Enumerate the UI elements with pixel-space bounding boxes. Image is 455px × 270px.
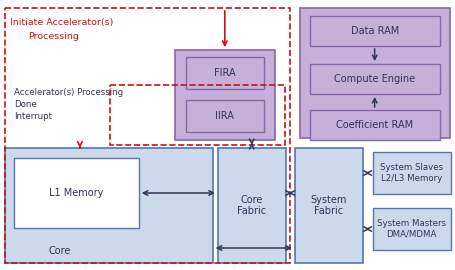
Text: Compute Engine: Compute Engine xyxy=(334,74,415,84)
Bar xyxy=(14,158,139,228)
Bar xyxy=(294,148,362,263)
Bar xyxy=(110,85,284,145)
Bar xyxy=(217,148,285,263)
Bar xyxy=(5,8,289,263)
Text: System Masters
DMA/MDMA: System Masters DMA/MDMA xyxy=(376,219,445,239)
Text: Core
Fabric: Core Fabric xyxy=(237,195,266,216)
Text: Processing: Processing xyxy=(28,32,79,41)
Text: Interrupt: Interrupt xyxy=(14,112,52,121)
Text: Data RAM: Data RAM xyxy=(350,26,398,36)
Bar xyxy=(174,50,274,140)
Text: Core: Core xyxy=(49,246,71,256)
Text: System Slaves
L2/L3 Memory: System Slaves L2/L3 Memory xyxy=(379,163,442,183)
Text: Accelerator(s) Processing: Accelerator(s) Processing xyxy=(14,88,123,97)
Bar xyxy=(309,64,439,94)
Text: System
Fabric: System Fabric xyxy=(310,195,346,216)
Bar xyxy=(186,100,263,132)
Text: Coefficient RAM: Coefficient RAM xyxy=(335,120,412,130)
Text: FIRA: FIRA xyxy=(213,68,235,78)
Text: Initiate Accelerator(s): Initiate Accelerator(s) xyxy=(10,18,113,27)
Bar xyxy=(372,152,450,194)
Text: IIRA: IIRA xyxy=(215,111,234,121)
Bar xyxy=(309,16,439,46)
Text: Done: Done xyxy=(14,100,37,109)
Bar xyxy=(186,57,263,89)
Bar xyxy=(299,8,449,138)
Bar xyxy=(372,208,450,250)
Bar xyxy=(309,110,439,140)
Text: L1 Memory: L1 Memory xyxy=(49,188,103,198)
Bar xyxy=(5,148,212,263)
